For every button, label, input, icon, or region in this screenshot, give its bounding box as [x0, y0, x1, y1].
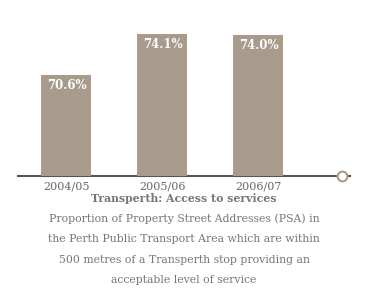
Text: 500 metres of a Transperth stop providing an: 500 metres of a Transperth stop providin…	[59, 255, 309, 265]
Text: Transperth: Access to services: Transperth: Access to services	[91, 193, 277, 205]
Text: the Perth Public Transport Area which are within: the Perth Public Transport Area which ar…	[48, 234, 320, 244]
Text: Proportion of Property Street Addresses (PSA) in: Proportion of Property Street Addresses …	[49, 214, 319, 224]
Text: acceptable level of service: acceptable level of service	[111, 275, 257, 285]
Text: 70.6%: 70.6%	[47, 79, 87, 91]
Text: 74.1%: 74.1%	[143, 38, 183, 50]
Bar	[42, 75, 91, 176]
Bar	[233, 35, 283, 176]
Bar	[137, 34, 187, 176]
Text: 74.0%: 74.0%	[239, 39, 279, 52]
